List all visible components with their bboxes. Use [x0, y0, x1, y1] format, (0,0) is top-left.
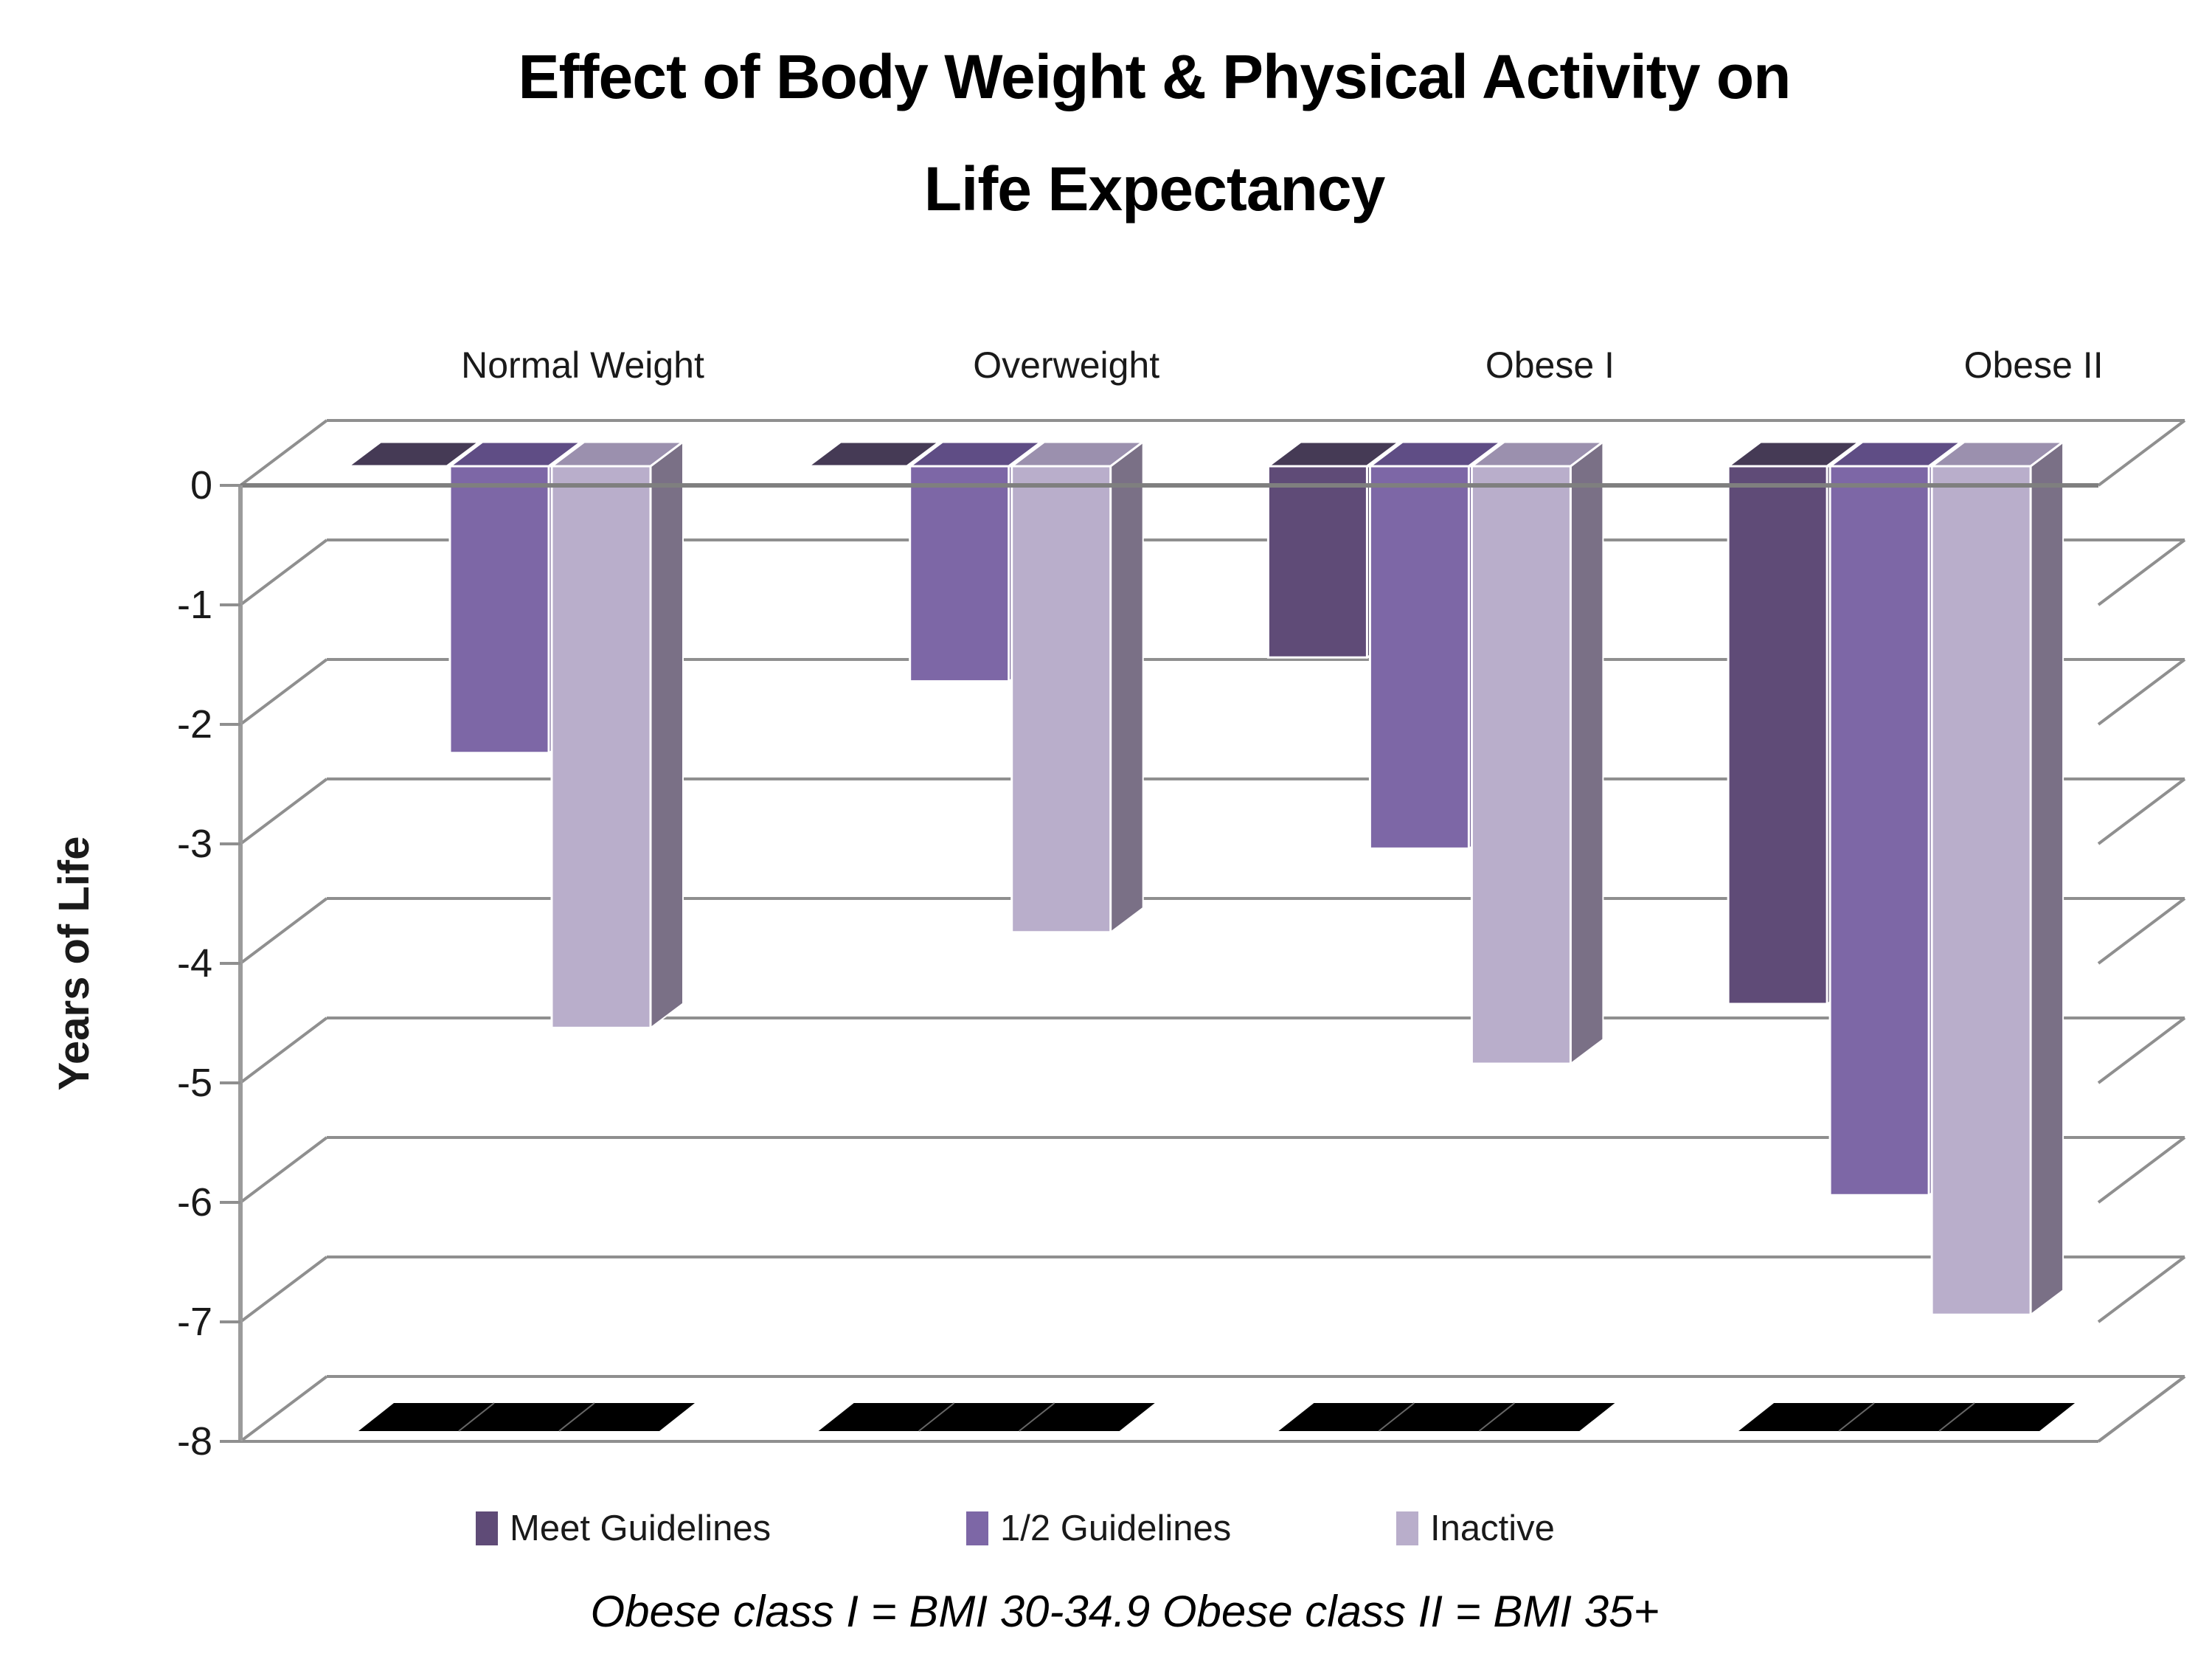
floor-marker-normal-weight	[358, 1403, 695, 1431]
legend-item-1-2-guidelines: 1/2 Guidelines	[966, 1499, 1231, 1558]
floor-marker-seam	[918, 1402, 955, 1432]
bar-normal-weight-1-2-guidelines	[448, 465, 550, 755]
bar-obese-ii-1-2-guidelines	[1828, 465, 1930, 1196]
floor-marker-overweight	[818, 1403, 1155, 1431]
bar-obese-i-meet-guidelines	[1266, 465, 1368, 659]
floor-marker-obese-i	[1278, 1403, 1615, 1431]
gridline-right-wall	[2097, 1255, 2186, 1323]
bar-overweight-inactive-side	[1109, 440, 1144, 934]
y-tick-label: 0	[190, 463, 212, 508]
legend-swatch-inactive	[1396, 1511, 1418, 1545]
bar-obese-ii-meet-guidelines	[1727, 465, 1828, 1005]
category-label-obese-ii: Obese II	[1964, 344, 2104, 386]
gridline-left-wall	[239, 658, 328, 726]
bar-overweight-inactive	[1010, 465, 1112, 934]
legend-label: Inactive	[1430, 1509, 1555, 1548]
gridline-left-wall	[239, 1255, 328, 1323]
chart-title-line1: Effect of Body Weight & Physical Activit…	[518, 42, 1792, 111]
gridline-right-wall	[2097, 777, 2186, 845]
category-label-obese-i: Obese I	[1485, 344, 1615, 386]
bar-obese-ii-inactive	[1930, 465, 2032, 1316]
gridline-right-wall	[2097, 658, 2186, 726]
bar-obese-i-1-2-guidelines	[1368, 465, 1470, 850]
y-tick-label: -1	[177, 583, 212, 627]
chart-title: Effect of Body Weight & Physical Activit…	[251, 21, 2058, 245]
floor-marker-seam	[1838, 1402, 1875, 1432]
bar-normal-weight-meet-guidelines-top	[344, 440, 483, 468]
y-tick-label: -8	[177, 1419, 212, 1464]
y-tick-label: -4	[177, 941, 212, 986]
gridline-left-wall	[239, 1375, 328, 1443]
floor-right-edge	[2097, 1375, 2186, 1443]
category-label-overweight: Overweight	[973, 344, 1159, 386]
floor-marker-obese-ii	[1738, 1403, 2076, 1431]
y-tick-label: -6	[177, 1180, 212, 1225]
legend: Meet Guidelines 1/2 Guidelines Inactive	[0, 1499, 2212, 1558]
gridline-left-wall	[239, 777, 328, 845]
y-tick-label: -5	[177, 1061, 212, 1105]
legend-item-meet-guidelines: Meet Guidelines	[476, 1499, 771, 1558]
category-label-normal-weight: Normal Weight	[461, 344, 704, 386]
legend-label: 1/2 Guidelines	[1000, 1509, 1232, 1548]
y-tick-label: -2	[177, 702, 212, 747]
gridline-left-wall	[239, 419, 328, 487]
gridline-left-wall	[239, 1136, 328, 1204]
gridline-right-wall	[2097, 897, 2186, 965]
gridline-right-wall	[2097, 1016, 2186, 1084]
legend-item-inactive: Inactive	[1396, 1499, 1555, 1558]
gridline-right-wall	[2097, 419, 2186, 487]
floor-marker-seam	[1478, 1402, 1516, 1432]
gridline-left-wall	[239, 1016, 328, 1084]
y-tick-label: -7	[177, 1300, 212, 1344]
footnote: Obese class I = BMI 30-34.9 Obese class …	[590, 1587, 1660, 1636]
bar-obese-i-inactive	[1470, 465, 1572, 1065]
gridline-left-wall	[239, 897, 328, 965]
floor-marker-seam	[1938, 1402, 1975, 1432]
legend-label: Meet Guidelines	[510, 1509, 772, 1548]
gridline-right-wall	[2097, 538, 2186, 606]
legend-swatch-1-2-guidelines	[966, 1511, 988, 1545]
legend-swatch-meet-guidelines	[476, 1511, 498, 1545]
floor-marker-seam	[558, 1402, 595, 1432]
bar-overweight-meet-guidelines-top	[805, 440, 943, 468]
bar-obese-ii-inactive-side	[2030, 440, 2064, 1317]
gridline-left-wall	[239, 538, 328, 606]
gridline-right-wall	[2097, 1136, 2186, 1204]
y-tick-label: -3	[177, 822, 212, 866]
bar-normal-weight-inactive	[550, 465, 652, 1029]
floor-marker-seam	[458, 1402, 495, 1432]
chart-title-line2: Life Expectancy	[923, 154, 1386, 224]
y-axis-title: Years of Life	[50, 837, 98, 1091]
bar-normal-weight-inactive-side	[650, 440, 684, 1030]
bar-obese-i-inactive-side	[1570, 440, 1604, 1065]
floor-marker-seam	[1378, 1402, 1415, 1432]
floor-marker-seam	[1019, 1402, 1055, 1432]
bar-overweight-1-2-guidelines	[909, 465, 1010, 683]
